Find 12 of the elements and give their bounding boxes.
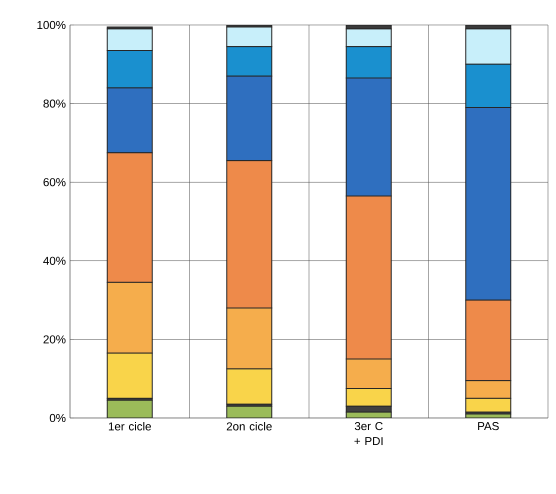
- y-tick-label: 0%: [50, 414, 66, 422]
- bar: [226, 406, 272, 418]
- x-tick-label: 2on cicle: [226, 422, 272, 430]
- y-tick-label: 100%: [37, 20, 66, 30]
- y-tick-label: 80%: [43, 100, 66, 108]
- x-tick-label: PAS: [478, 422, 499, 430]
- x-tick-label: 3er C + PDI: [354, 422, 383, 446]
- y-tick-label: 40%: [43, 256, 66, 265]
- bar: [106, 400, 153, 418]
- y-tick-label: 60%: [44, 178, 66, 186]
- x-tick-label: 1er cicle: [108, 422, 151, 430]
- y-tick-label: 20%: [44, 335, 66, 344]
